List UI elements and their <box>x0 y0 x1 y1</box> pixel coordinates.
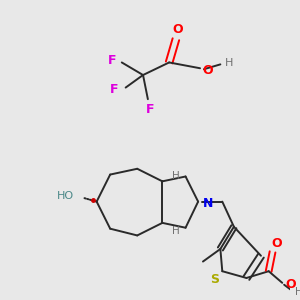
Text: H: H <box>172 226 180 236</box>
Text: O: O <box>271 237 282 250</box>
Text: S: S <box>210 273 219 286</box>
Text: H: H <box>225 58 233 68</box>
Text: O: O <box>286 278 296 291</box>
Text: H: H <box>172 170 180 181</box>
Text: F: F <box>108 54 116 67</box>
Text: F: F <box>146 103 154 116</box>
Text: N: N <box>202 197 213 210</box>
Text: F: F <box>110 83 118 96</box>
Text: H: H <box>295 287 300 298</box>
Text: O: O <box>172 23 183 36</box>
Text: HO: HO <box>57 191 74 201</box>
Text: O: O <box>202 64 213 77</box>
